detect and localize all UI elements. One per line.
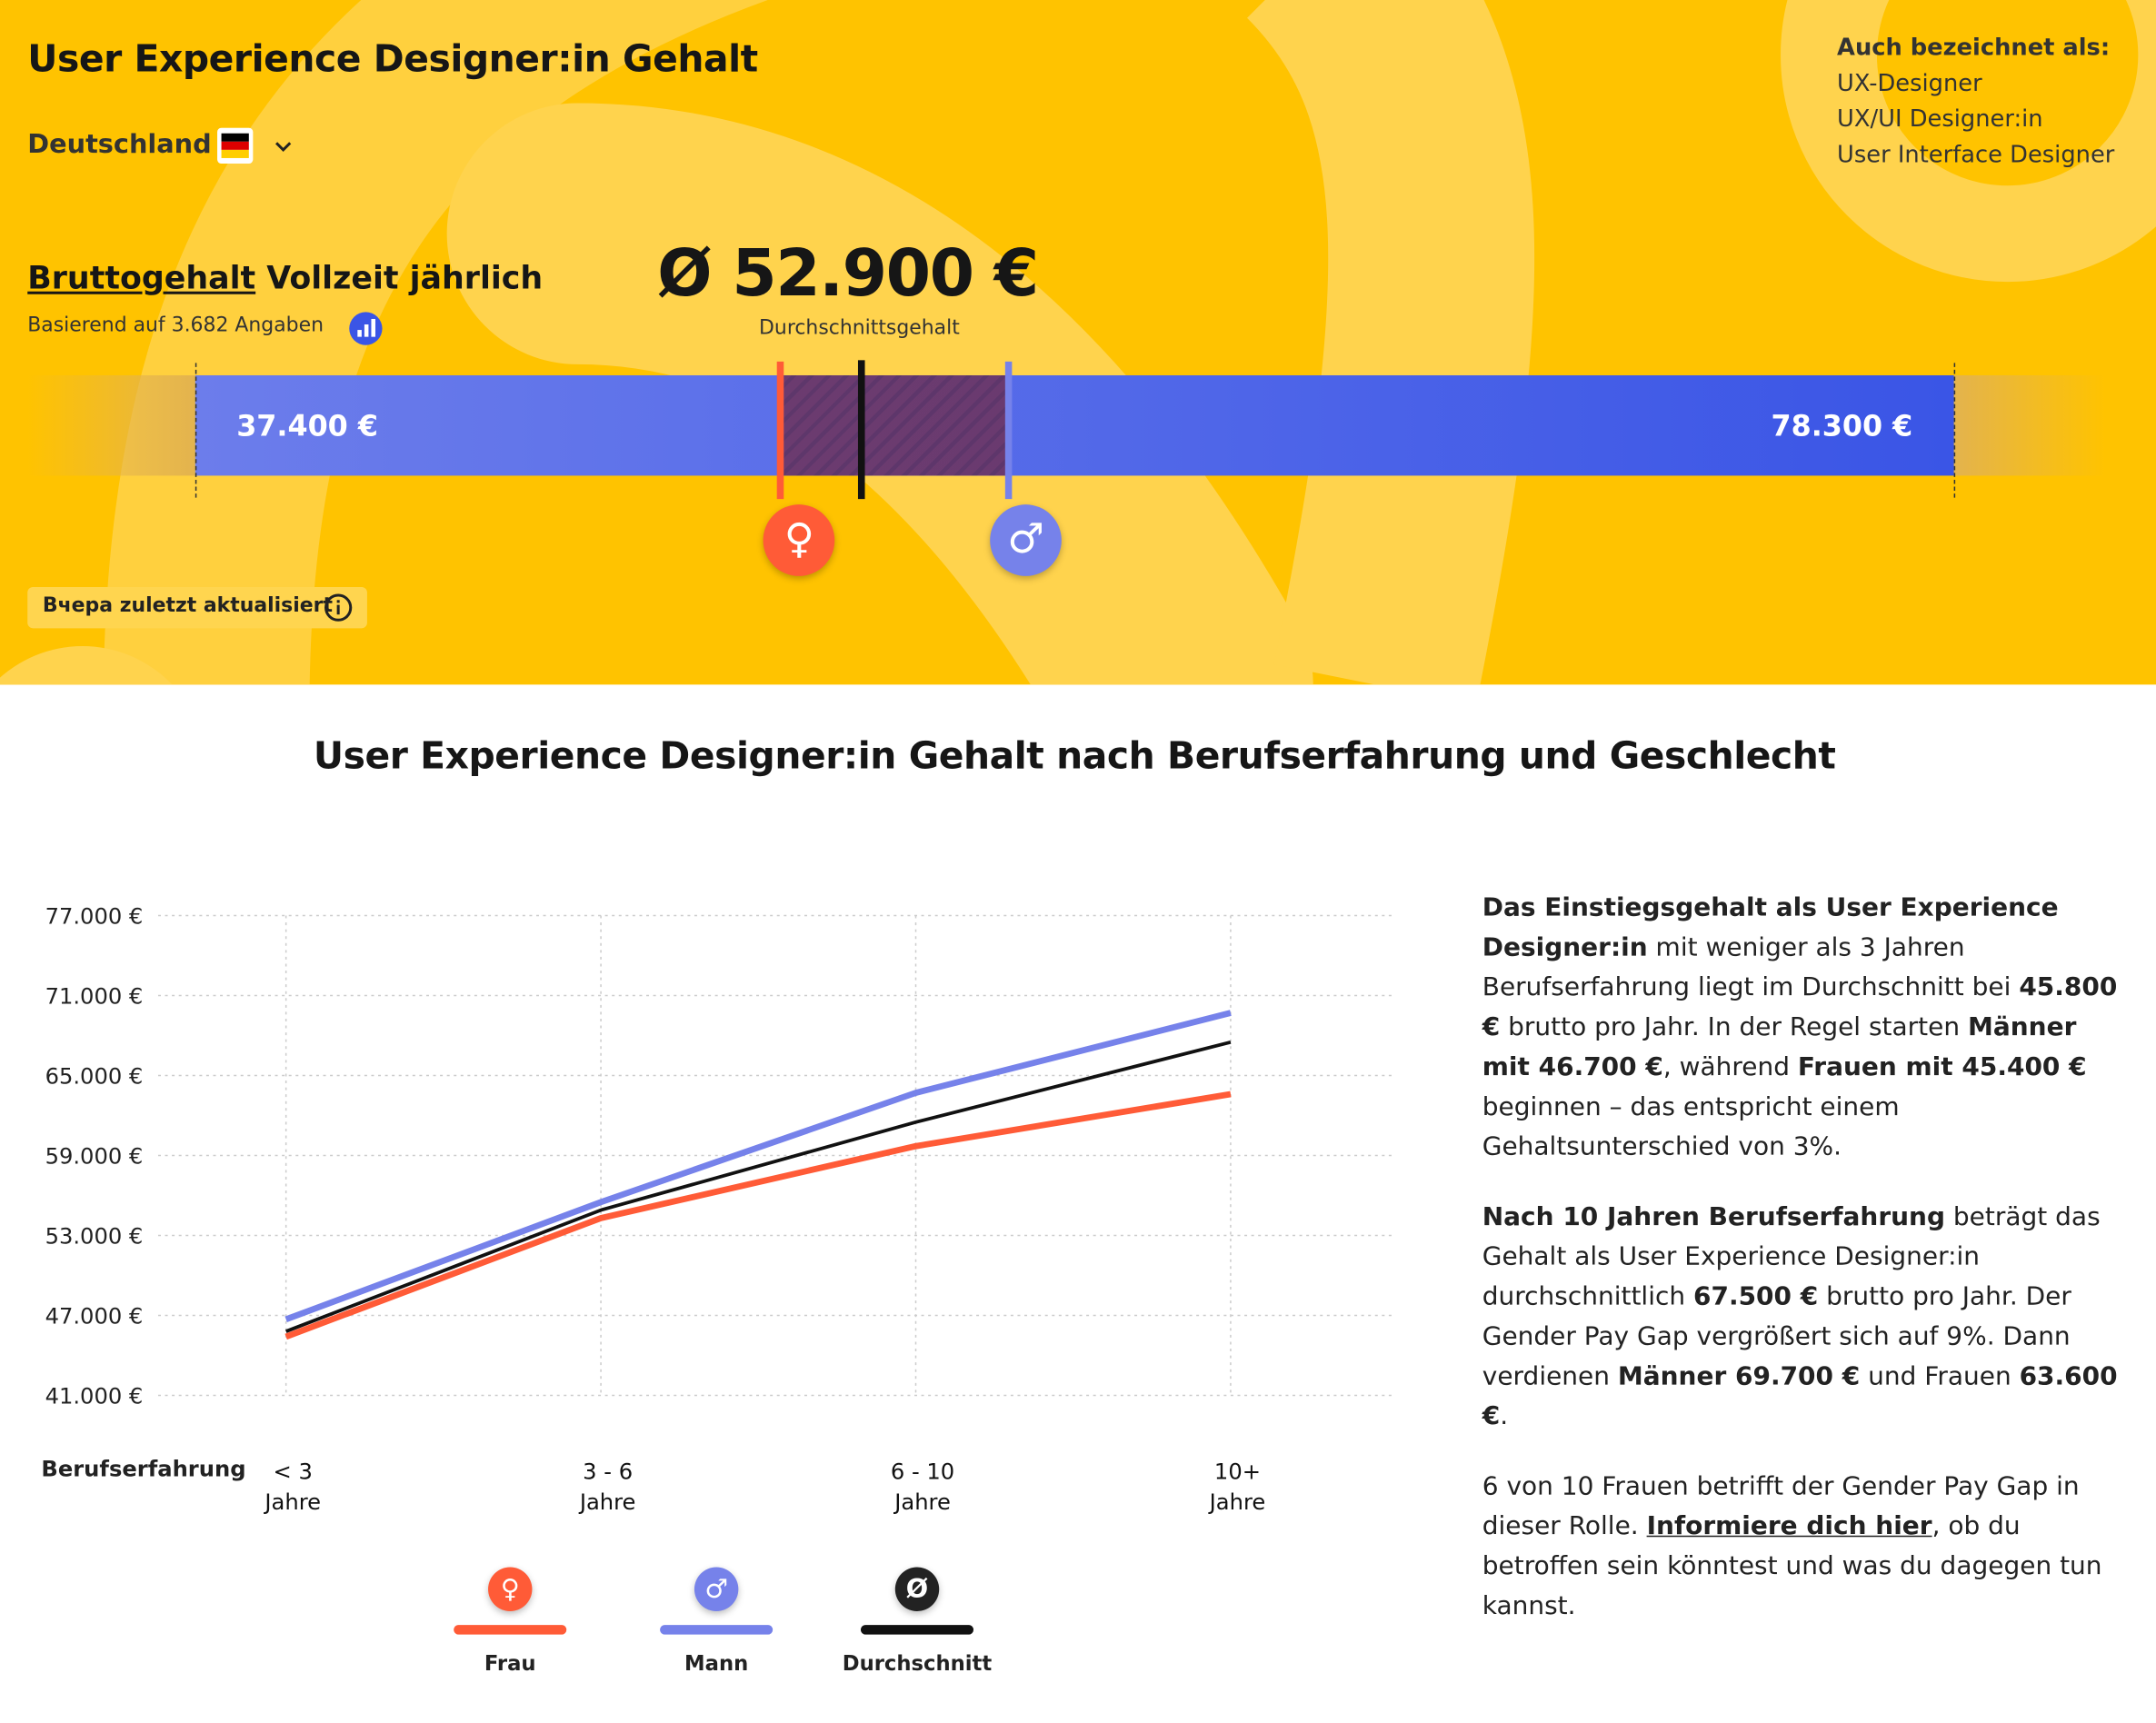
paragraph: 6 von 10 Frauen betrifft der Gender Pay … [1482, 1467, 2129, 1626]
text: Das Einstiegsgehalt als User Experience … [1482, 893, 2059, 962]
country-flag[interactable] [217, 127, 300, 166]
text: , während [1662, 1052, 1798, 1082]
salary-link[interactable]: Bruttogehalt [27, 261, 256, 297]
paragraph: Das Einstiegsgehalt als User Experience … [1482, 888, 2129, 1167]
hero: User Experience Designer:in Gehalt Deuts… [0, 0, 2156, 685]
average-salary: Ø 52.900 € [657, 236, 1039, 313]
male-icon: ♂ [990, 504, 1062, 576]
link[interactable]: Informiere dich hier [1646, 1512, 1932, 1541]
legend-label[interactable]: Durchschnitt [842, 1650, 993, 1677]
text: 45.800 € [1482, 973, 2118, 1042]
legend-swatch [454, 1625, 567, 1635]
bar-fade-right [1953, 374, 2106, 476]
text: 67.500 € [1693, 1282, 1819, 1312]
aka-box: Auch bezeichnet als: UX-Designer UX/UI D… [1837, 30, 2114, 173]
legend-icon: ♂ [694, 1567, 739, 1611]
y-tick-label: 47.000 € [45, 1304, 144, 1330]
text: brutto pro Jahr. Der Gender Pay Gap verg… [1482, 1282, 2071, 1391]
legend-icon: Ø [894, 1567, 940, 1611]
text: mit weniger als 3 Jahren Berufserfahrung… [1482, 933, 2020, 1002]
x-tick-label: 3 - 6 Jahre [579, 1459, 636, 1516]
hero-decoration [0, 0, 2156, 685]
legend-label[interactable]: Frau [484, 1650, 536, 1677]
bar-fade-left [27, 374, 195, 476]
text: Männer mit 46.700 € [1482, 1012, 2077, 1082]
chart: 41.000 € 47.000 € 53.000 € 59.000 € 65.000 €… [45, 904, 1393, 1409]
max-marker [1953, 363, 1956, 498]
legend-swatch [660, 1625, 774, 1635]
y-tick-label: 53.000 € [45, 1224, 144, 1250]
y-tick-label: 41.000 € [45, 1384, 144, 1409]
aka-title: Auch bezeichnet als: [1837, 34, 2111, 63]
series-line [284, 1010, 1232, 1323]
series-line [284, 1040, 1232, 1333]
text: beträgt das Gehalt als User Experience D… [1482, 1202, 2101, 1312]
chart-title: User Experience Designer:in Gehalt nach … [313, 735, 1836, 779]
min-label: 37.400 € [236, 409, 378, 443]
aka-item: UX-Designer [1837, 70, 1982, 98]
country[interactable]: Deutschland [27, 129, 212, 160]
text: , ob du betroffen sein könntest und was … [1482, 1512, 2102, 1621]
text: und Frauen [1860, 1362, 2020, 1391]
text: Nach 10 Jahren Berufserfahrung [1482, 1202, 1946, 1232]
x-tick-label: < 3 Jahre [265, 1459, 322, 1516]
info-icon[interactable] [323, 593, 353, 622]
salary-label: Bruttogehalt Vollzeit jährlich [27, 261, 543, 296]
basis: Basierend auf 3.682 Angaben [27, 314, 324, 337]
text: 6 von 10 Frauen betrifft der Gender Pay … [1482, 1472, 2080, 1541]
paragraph: Nach 10 Jahren Berufserfahrung beträgt d… [1482, 1198, 2129, 1437]
max-label: 78.300 € [1771, 409, 1913, 443]
text: . [1500, 1402, 1509, 1431]
text: Frauen mit 45.400 € [1797, 1052, 2087, 1082]
y-tick-label: 77.000 € [45, 904, 144, 930]
y-tick-label: 71.000 € [45, 984, 144, 1010]
legend-icon: ♀ [488, 1567, 533, 1611]
male-marker [1004, 361, 1012, 500]
aka-item: UX/UI Designer:in [1837, 105, 2043, 134]
text: brutto pro Jahr. In der Regel starten [1500, 1012, 1969, 1042]
x-tick-label: 6 - 10 Jahre [890, 1459, 955, 1516]
legend-swatch [860, 1625, 974, 1635]
salary-bar [195, 374, 1954, 476]
y-tick-label: 65.000 € [45, 1064, 144, 1090]
salary-label-rest: Vollzeit jährlich [266, 261, 544, 297]
x-axis-label: Berufserfahrung [41, 1456, 246, 1482]
y-tick-label: 59.000 € [45, 1144, 144, 1170]
text: 63.600 € [1482, 1362, 2118, 1431]
female-marker [776, 361, 784, 500]
description: Das Einstiegsgehalt als User Experience … [1482, 888, 2129, 1657]
gap-band [780, 374, 1008, 476]
series-line [284, 1091, 1232, 1340]
text: beginnen – das entspricht einem Gehaltsu… [1482, 1092, 1900, 1162]
average-marker [858, 360, 865, 500]
aka-item: User Interface Designer [1837, 141, 2115, 170]
female-icon: ♀ [764, 504, 835, 576]
legend-label[interactable]: Mann [684, 1650, 749, 1677]
min-marker [195, 363, 197, 498]
updated-box: Вчера zuletzt aktualisiert [27, 586, 367, 629]
updated: Вчера zuletzt aktualisiert [42, 595, 333, 618]
page-title: User Experience Designer:in Gehalt [27, 38, 758, 82]
average-caption: Durchschnittsgehalt [759, 317, 960, 340]
basis-icon[interactable] [348, 311, 386, 349]
text: Männer 69.700 € [1617, 1362, 1861, 1391]
x-tick-label: 10+ Jahre [1209, 1459, 1266, 1516]
